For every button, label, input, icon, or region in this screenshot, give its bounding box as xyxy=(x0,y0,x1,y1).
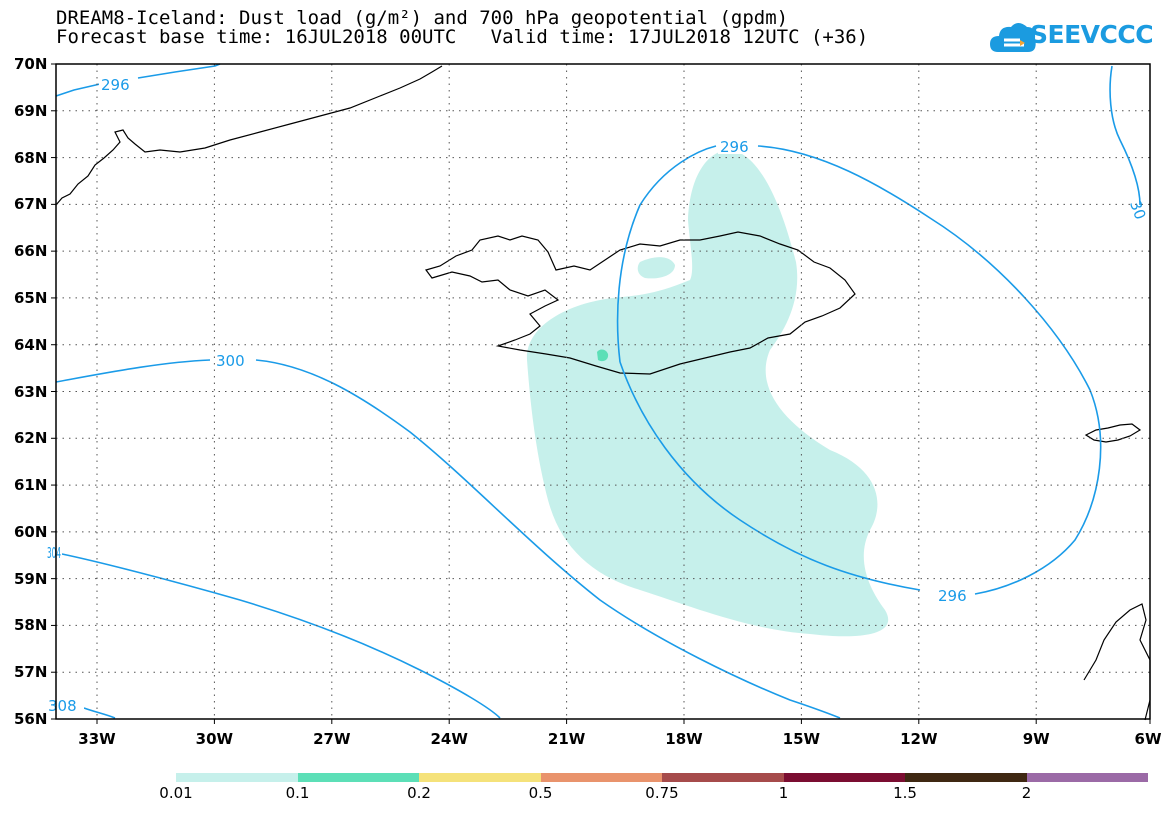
faroe-islands xyxy=(1084,423,1142,443)
iceland-coast xyxy=(424,231,856,375)
colorbar xyxy=(176,773,1148,782)
colorbar-label: 1 xyxy=(778,784,789,802)
colorbar-segment xyxy=(1026,773,1148,782)
colorbar-segment xyxy=(905,773,1027,782)
dust-field xyxy=(526,149,889,637)
contour-label: 30 xyxy=(1126,198,1149,222)
colorbar-segment xyxy=(783,773,905,782)
latitude-label: 59N xyxy=(14,569,48,588)
contour-label: 296 xyxy=(938,587,967,605)
greenland-coast xyxy=(55,65,443,206)
latitude-label: 68N xyxy=(14,148,48,167)
logo-text: SEEVCCC xyxy=(1030,20,1154,49)
longitude-label: 24W xyxy=(430,730,468,748)
longitude-label: 18W xyxy=(665,730,703,748)
contour-label: 308 xyxy=(48,697,77,715)
contour-labels: 296 296 296 300 304 308 30 xyxy=(47,74,1149,715)
latitude-label: 70N xyxy=(14,55,48,73)
longitude-label: 12W xyxy=(900,730,938,748)
cloud-icon xyxy=(990,23,1036,52)
scotland-coast xyxy=(1083,603,1151,721)
colorbar-segment xyxy=(419,773,541,782)
latitude-label: 58N xyxy=(14,616,48,635)
chart-title: DREAM8-Iceland: Dust load (g/m²) and 700… xyxy=(56,7,789,29)
contour-label: 300 xyxy=(216,352,245,370)
colorbar-label: 0.01 xyxy=(159,784,193,802)
contour-label: 296 xyxy=(101,76,130,94)
colorbar-label: 1.5 xyxy=(893,784,917,802)
longitude-label: 33W xyxy=(78,730,116,748)
colorbar-label: 0.75 xyxy=(645,784,679,802)
map-frame xyxy=(55,63,1151,720)
colorbar-label: 0.2 xyxy=(407,784,431,802)
latitude-label: 62N xyxy=(14,429,48,448)
latitude-label: 57N xyxy=(14,663,48,682)
longitude-label: 21W xyxy=(547,730,586,748)
geopotential-contours xyxy=(55,63,1141,719)
colorbar-label: 0.5 xyxy=(528,784,553,802)
colorbar-segment xyxy=(297,773,419,782)
contour-308 xyxy=(83,707,116,719)
dust-area-light xyxy=(526,149,889,637)
contour-label: 304 xyxy=(47,544,61,562)
latitude-label: 63N xyxy=(14,382,48,401)
colorbar-segment xyxy=(662,773,784,782)
longitude-label: 27W xyxy=(313,730,351,748)
contour-296-north xyxy=(55,63,221,97)
contour-296-east xyxy=(1109,65,1141,206)
latitude-label: 56N xyxy=(14,710,48,728)
colorbar-label: 2 xyxy=(1021,784,1032,802)
latitude-label: 64N xyxy=(14,335,48,354)
longitude-label: 6W xyxy=(1134,730,1162,748)
longitude-label: 15W xyxy=(782,730,821,748)
contour-296-main xyxy=(616,145,1102,595)
chart-subtitle: Forecast base time: 16JUL2018 00UTC Vali… xyxy=(56,26,869,48)
dust-area-light xyxy=(637,257,675,279)
latitude-label: 60N xyxy=(14,522,48,541)
contour-label: 296 xyxy=(720,138,749,156)
colorbar-segment xyxy=(176,773,298,782)
longitude-label: 9W xyxy=(1022,730,1050,748)
longitude-label: 30W xyxy=(195,730,234,748)
dust-area-medium xyxy=(597,349,609,362)
latitude-label: 69N xyxy=(14,101,48,120)
gridlines xyxy=(56,64,1150,719)
colorbar-label: 0.1 xyxy=(285,784,310,802)
latitude-label: 61N xyxy=(14,476,48,495)
colorbar-segment xyxy=(540,773,662,782)
contour-300 xyxy=(55,359,841,719)
latitude-label: 65N xyxy=(14,288,48,307)
axis-ticks xyxy=(51,63,1151,724)
contour-304 xyxy=(61,553,501,719)
latitude-label: 67N xyxy=(14,195,48,214)
latitude-label: 66N xyxy=(14,242,48,261)
